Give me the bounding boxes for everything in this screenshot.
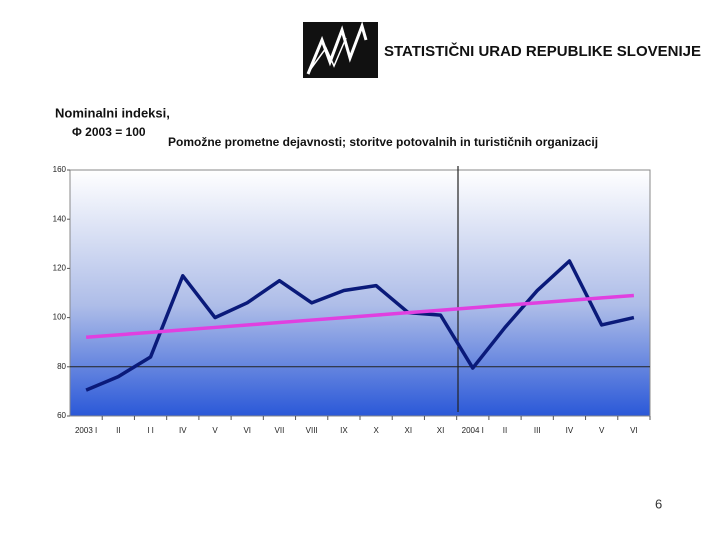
x-tick-label: VII	[275, 426, 285, 435]
x-tick-label: VIII	[306, 426, 318, 435]
series-line	[85, 293, 635, 340]
x-tick-label: IX	[340, 426, 348, 435]
x-tick-label: III	[534, 426, 541, 435]
y-tick-label: 100	[53, 313, 67, 322]
chart-title: Pomožne prometne dejavnosti; storitve po…	[168, 135, 598, 149]
page-number: 6	[655, 496, 662, 511]
x-tick-label: X	[373, 426, 379, 435]
y-tick-label: 60	[57, 411, 66, 420]
y-tick-label: 120	[53, 264, 67, 273]
organization: STATISTIČNI URAD REPUBLIKE SLOVENIJE	[384, 42, 701, 60]
y-tick-label: 140	[53, 214, 67, 223]
x-tick-label: VI	[630, 426, 638, 435]
x-tick-label: II	[116, 426, 120, 435]
plot-area	[69, 169, 651, 417]
x-tick-label: VI	[243, 426, 251, 435]
y-axis-title: Φ 2003 = 100	[72, 125, 146, 139]
x-tick-label: 2003 I	[75, 426, 97, 435]
y-tick-label: 160	[53, 165, 67, 174]
x-tick-label: 2004 I	[462, 426, 484, 435]
x-tick-label: I I	[147, 426, 154, 435]
series-line	[85, 259, 635, 392]
logo	[303, 21, 378, 78]
y-axis-title: Nominalni indeksi,	[55, 105, 170, 120]
x-tick-label: II	[503, 426, 507, 435]
x-tick-label: IV	[566, 426, 574, 435]
x-tick-label: V	[212, 426, 218, 435]
y-tick-label: 80	[57, 362, 66, 371]
x-tick-label: XI	[405, 426, 413, 435]
x-tick-label: IV	[179, 426, 187, 435]
x-tick-label: V	[599, 426, 605, 435]
x-tick-label: XI	[437, 426, 445, 435]
